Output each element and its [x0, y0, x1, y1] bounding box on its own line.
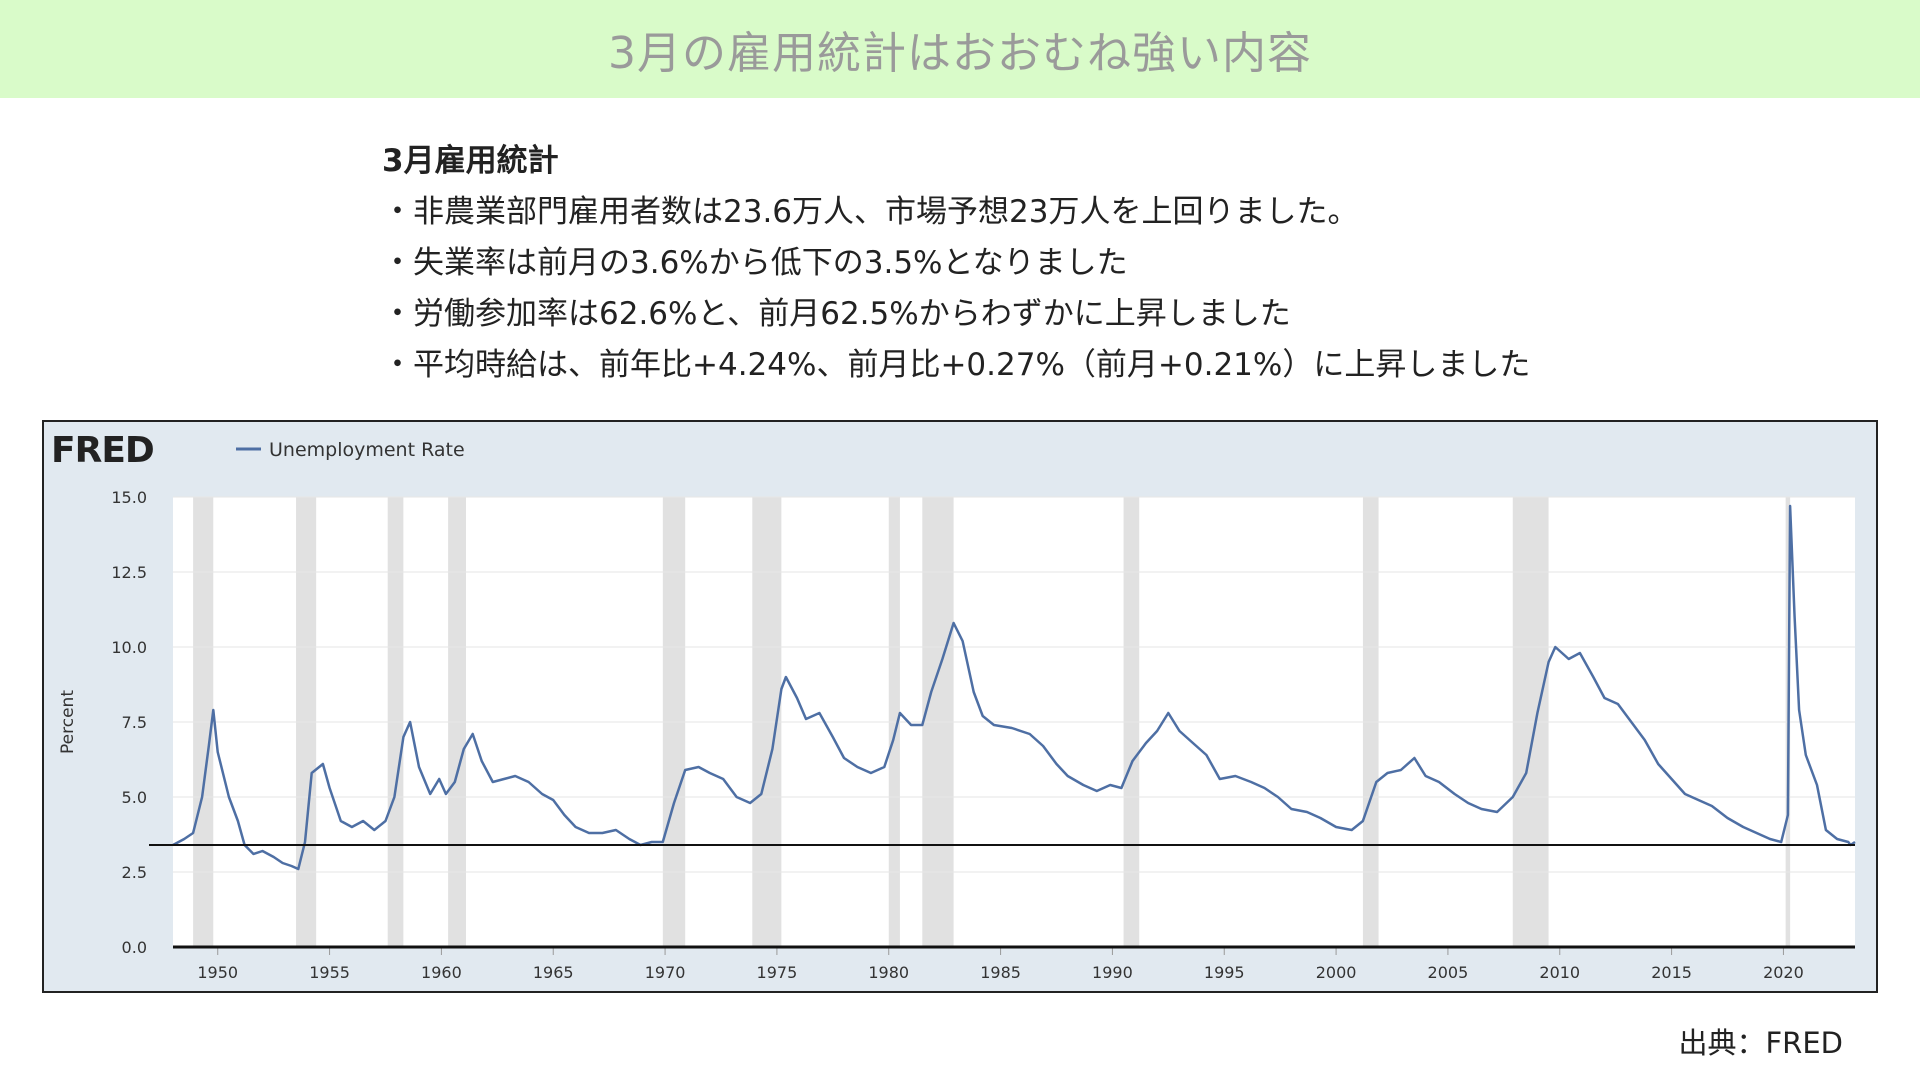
note-item: ・非農業部門雇用者数は23.6万人、市場予想23万人を上回りました。: [382, 194, 1359, 230]
x-tick-label: 1960: [421, 963, 462, 982]
note-item: ・労働参加率は62.6%と、前月62.5%からわずかに上昇しました: [382, 296, 1291, 332]
source: 出典：FRED: [1678, 1026, 1844, 1060]
y-tick-label: 7.5: [122, 713, 147, 732]
note-item: ・平均時給は、前年比+4.24%、前月比+0.27%（前月+0.21%）に上昇し…: [382, 347, 1531, 383]
x-tick-label: 1990: [1092, 963, 1133, 982]
x-tick-label: 2010: [1539, 963, 1580, 982]
x-tick-label: 1980: [868, 963, 909, 982]
brand-logo: FRED: [51, 430, 154, 471]
x-tick-label: 1965: [533, 963, 574, 982]
y-tick-label: 15.0: [111, 488, 147, 507]
x-tick-label: 1975: [757, 963, 798, 982]
slide-title: 3月の雇用統計はおおむね強い内容: [608, 28, 1312, 79]
x-tick-label: 1995: [1204, 963, 1245, 982]
y-tick-label: 10.0: [111, 638, 147, 657]
x-tick-label: 2020: [1763, 963, 1804, 982]
x-tick-label: 2005: [1428, 963, 1469, 982]
x-tick-label: 1950: [197, 963, 238, 982]
x-tick-label: 2015: [1651, 963, 1692, 982]
series-line: [172, 504, 1856, 871]
y-tick-label: 2.5: [122, 863, 147, 882]
legend-label: Unemployment Rate: [269, 439, 465, 461]
header-band: 3月の雇用統計はおおむね強い内容: [0, 0, 1920, 98]
notes-heading: 3月雇用統計: [382, 143, 559, 179]
y-tick-label: 12.5: [111, 563, 147, 582]
x-tick-label: 1955: [309, 963, 350, 982]
y-tick-label: 5.0: [122, 788, 147, 807]
chart: FRED Percent 0.0 2.5 5.0 7.5 10.0 12.5 15.0 195…: [42, 420, 1878, 993]
x-tick-label: 1970: [645, 963, 686, 982]
x-tick-label: 1985: [980, 963, 1021, 982]
notes: 3月雇用統計 ・非農業部門雇用者数は23.6万人、市場予想23万人を上回りました…: [382, 136, 1530, 391]
y-axis-label: Percent: [58, 690, 78, 754]
x-tick-label: 2000: [1316, 963, 1357, 982]
y-tick-label: 0.0: [122, 938, 147, 957]
note-item: ・失業率は前月の3.6%から低下の3.5%となりました: [382, 245, 1128, 281]
